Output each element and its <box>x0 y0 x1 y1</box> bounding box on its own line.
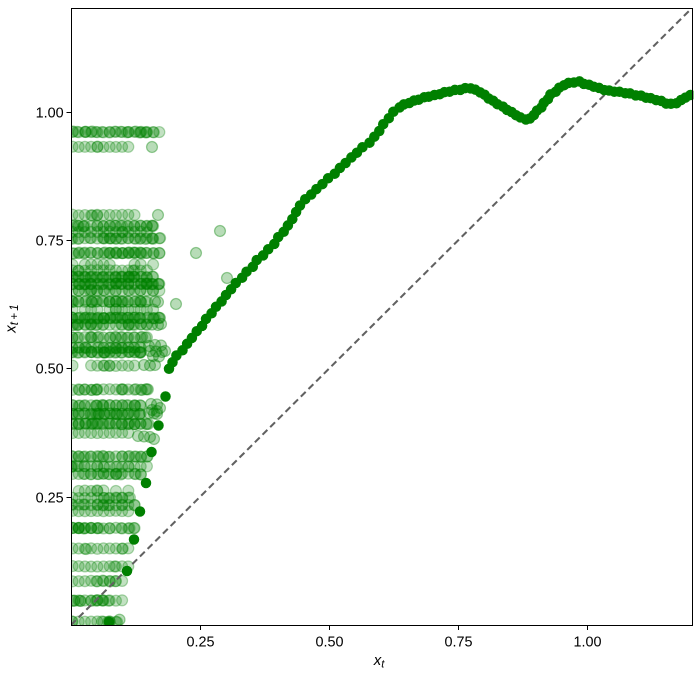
svg-text:1.00: 1.00 <box>36 106 64 122</box>
svg-text:0.50: 0.50 <box>36 362 64 378</box>
svg-text:0.75: 0.75 <box>36 234 64 250</box>
svg-text:0.25: 0.25 <box>36 491 64 507</box>
svg-text:0.75: 0.75 <box>444 635 472 651</box>
svg-text:1.00: 1.00 <box>573 635 601 651</box>
svg-text:0.50: 0.50 <box>315 635 343 651</box>
svg-text:0.25: 0.25 <box>186 635 214 651</box>
